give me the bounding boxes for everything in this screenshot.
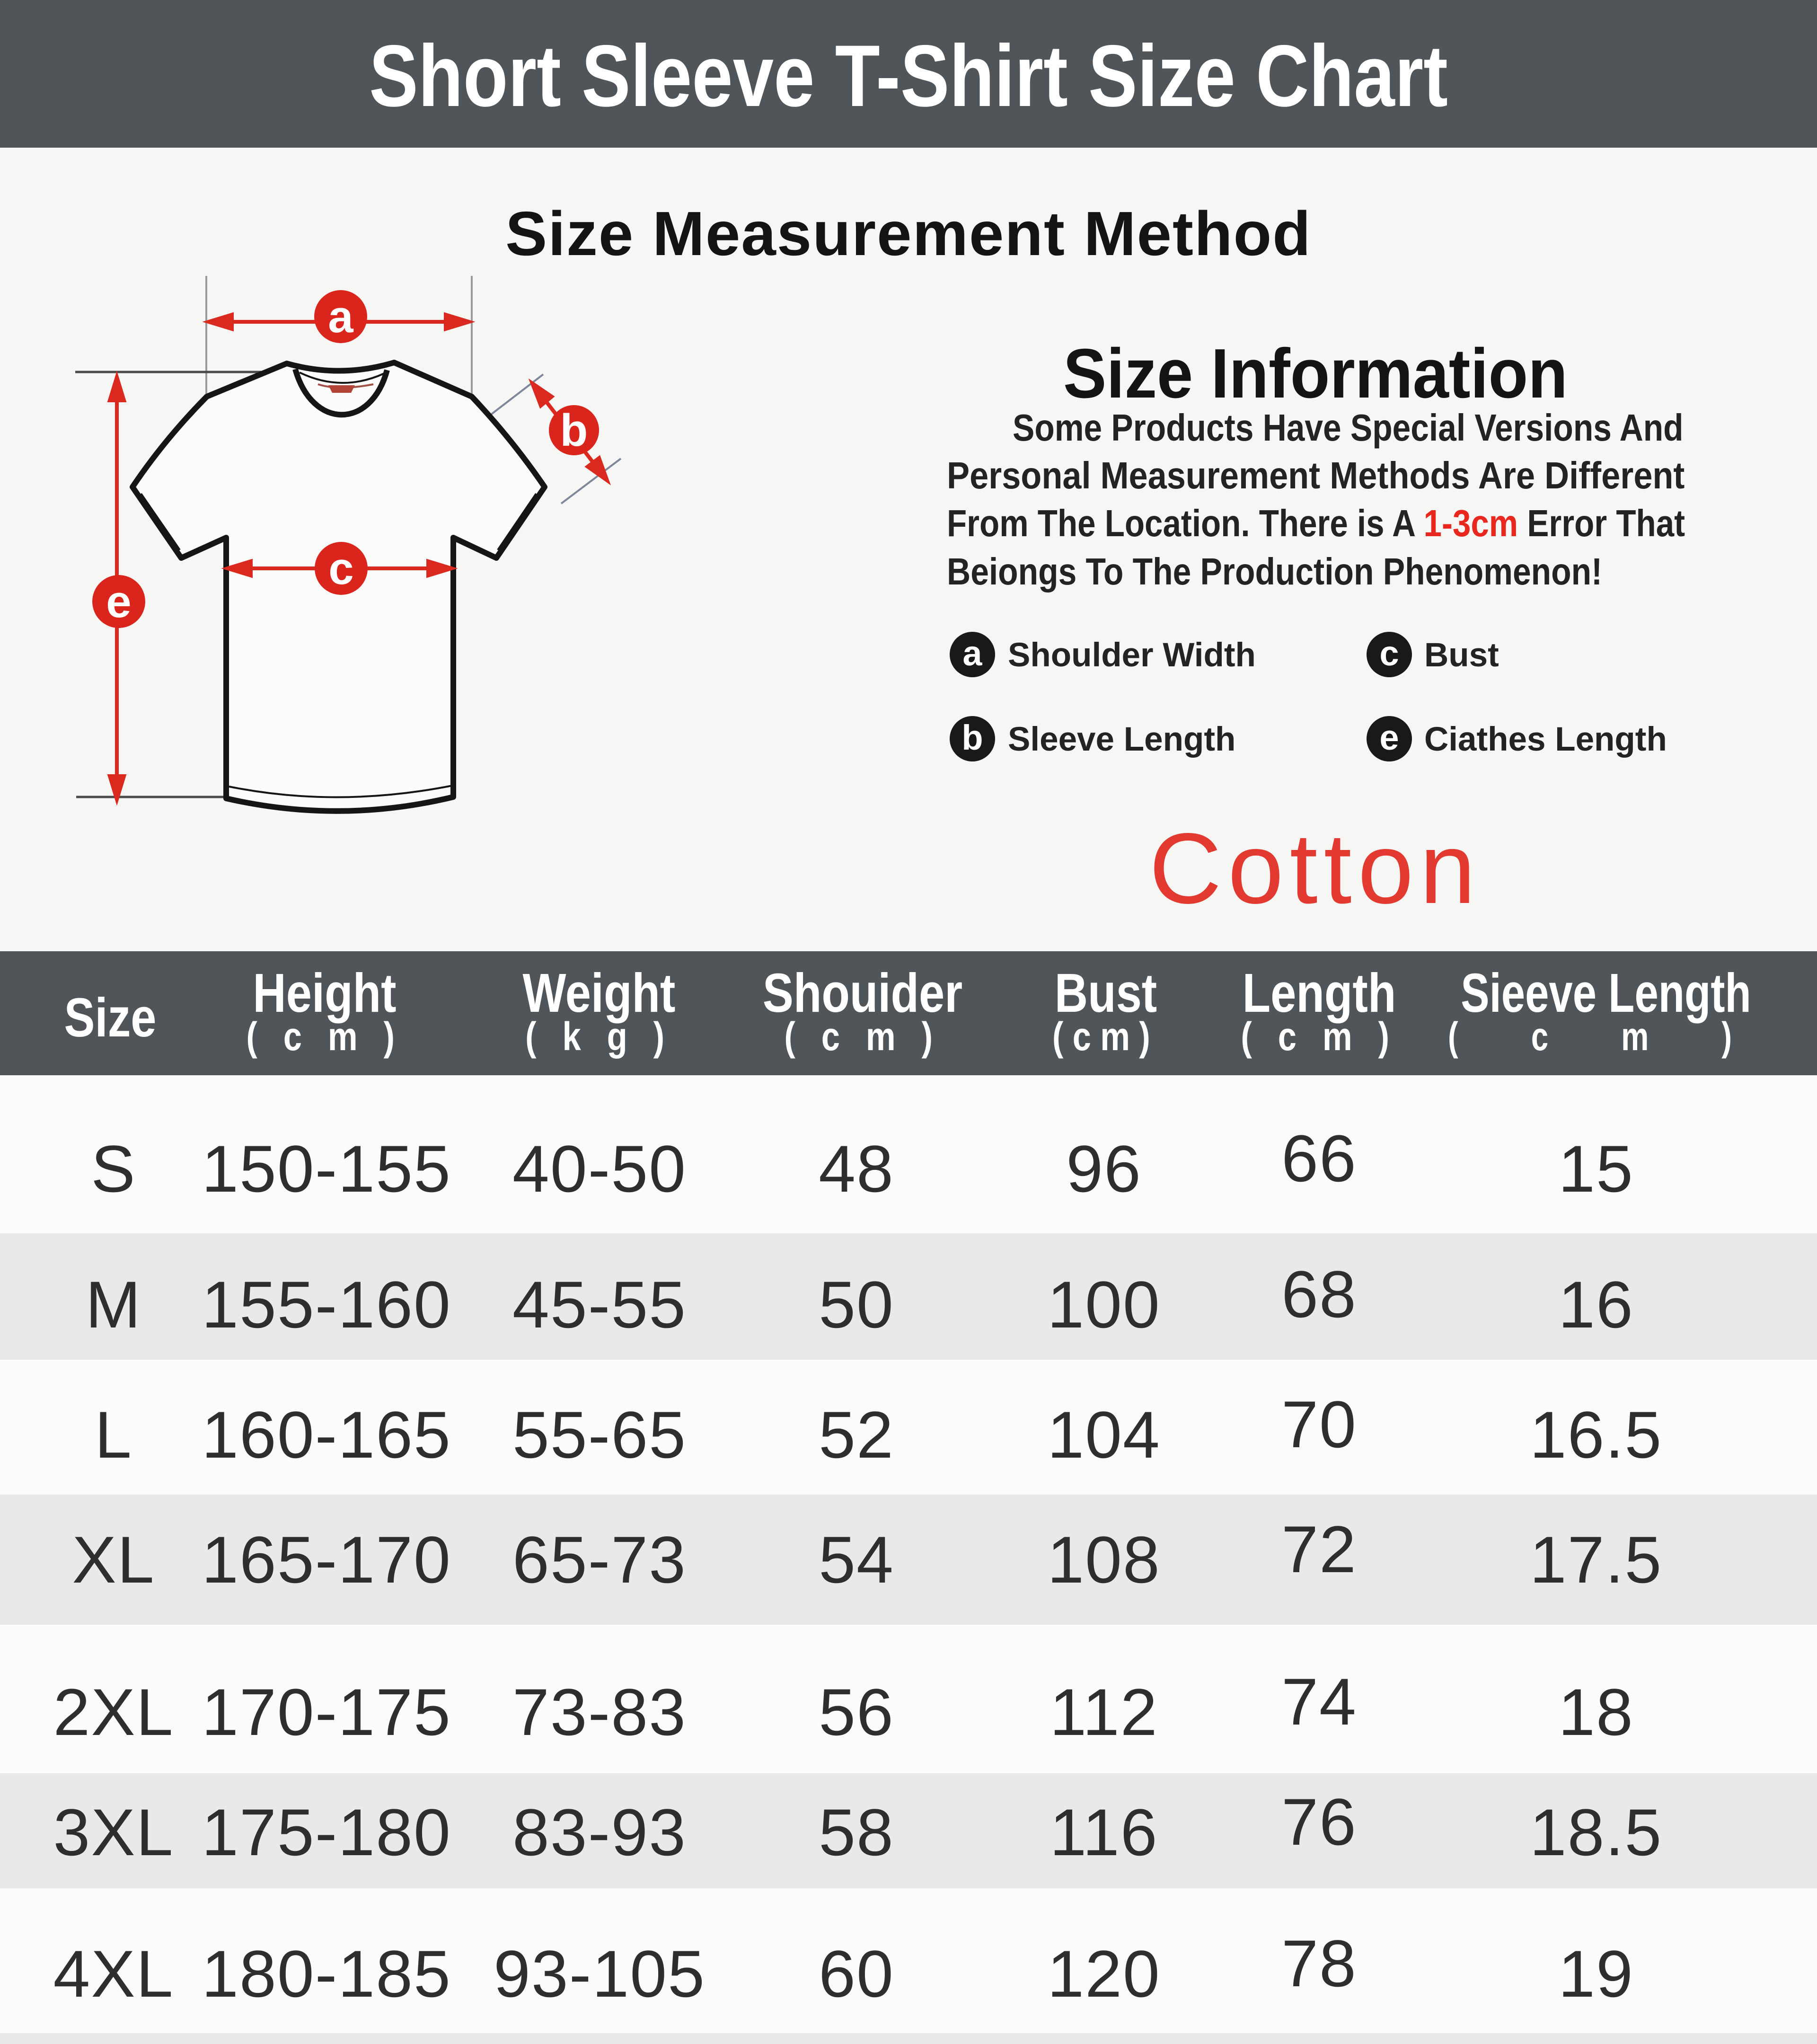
svg-text:a: a	[328, 292, 353, 342]
svg-text:e: e	[106, 576, 131, 627]
svg-text:c: c	[328, 543, 353, 594]
svg-text:b: b	[560, 405, 588, 456]
